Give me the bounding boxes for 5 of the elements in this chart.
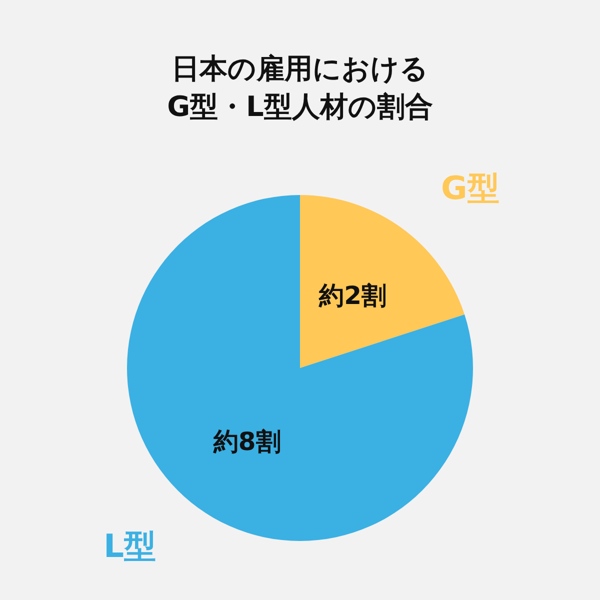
data-label: 約8割: [212, 426, 281, 456]
slice-label: G型: [441, 168, 500, 207]
slice-label: L型: [104, 527, 156, 566]
title: 日本の雇用における G型・L型人材の割合: [167, 52, 433, 123]
data-label: 約2割: [318, 281, 387, 310]
